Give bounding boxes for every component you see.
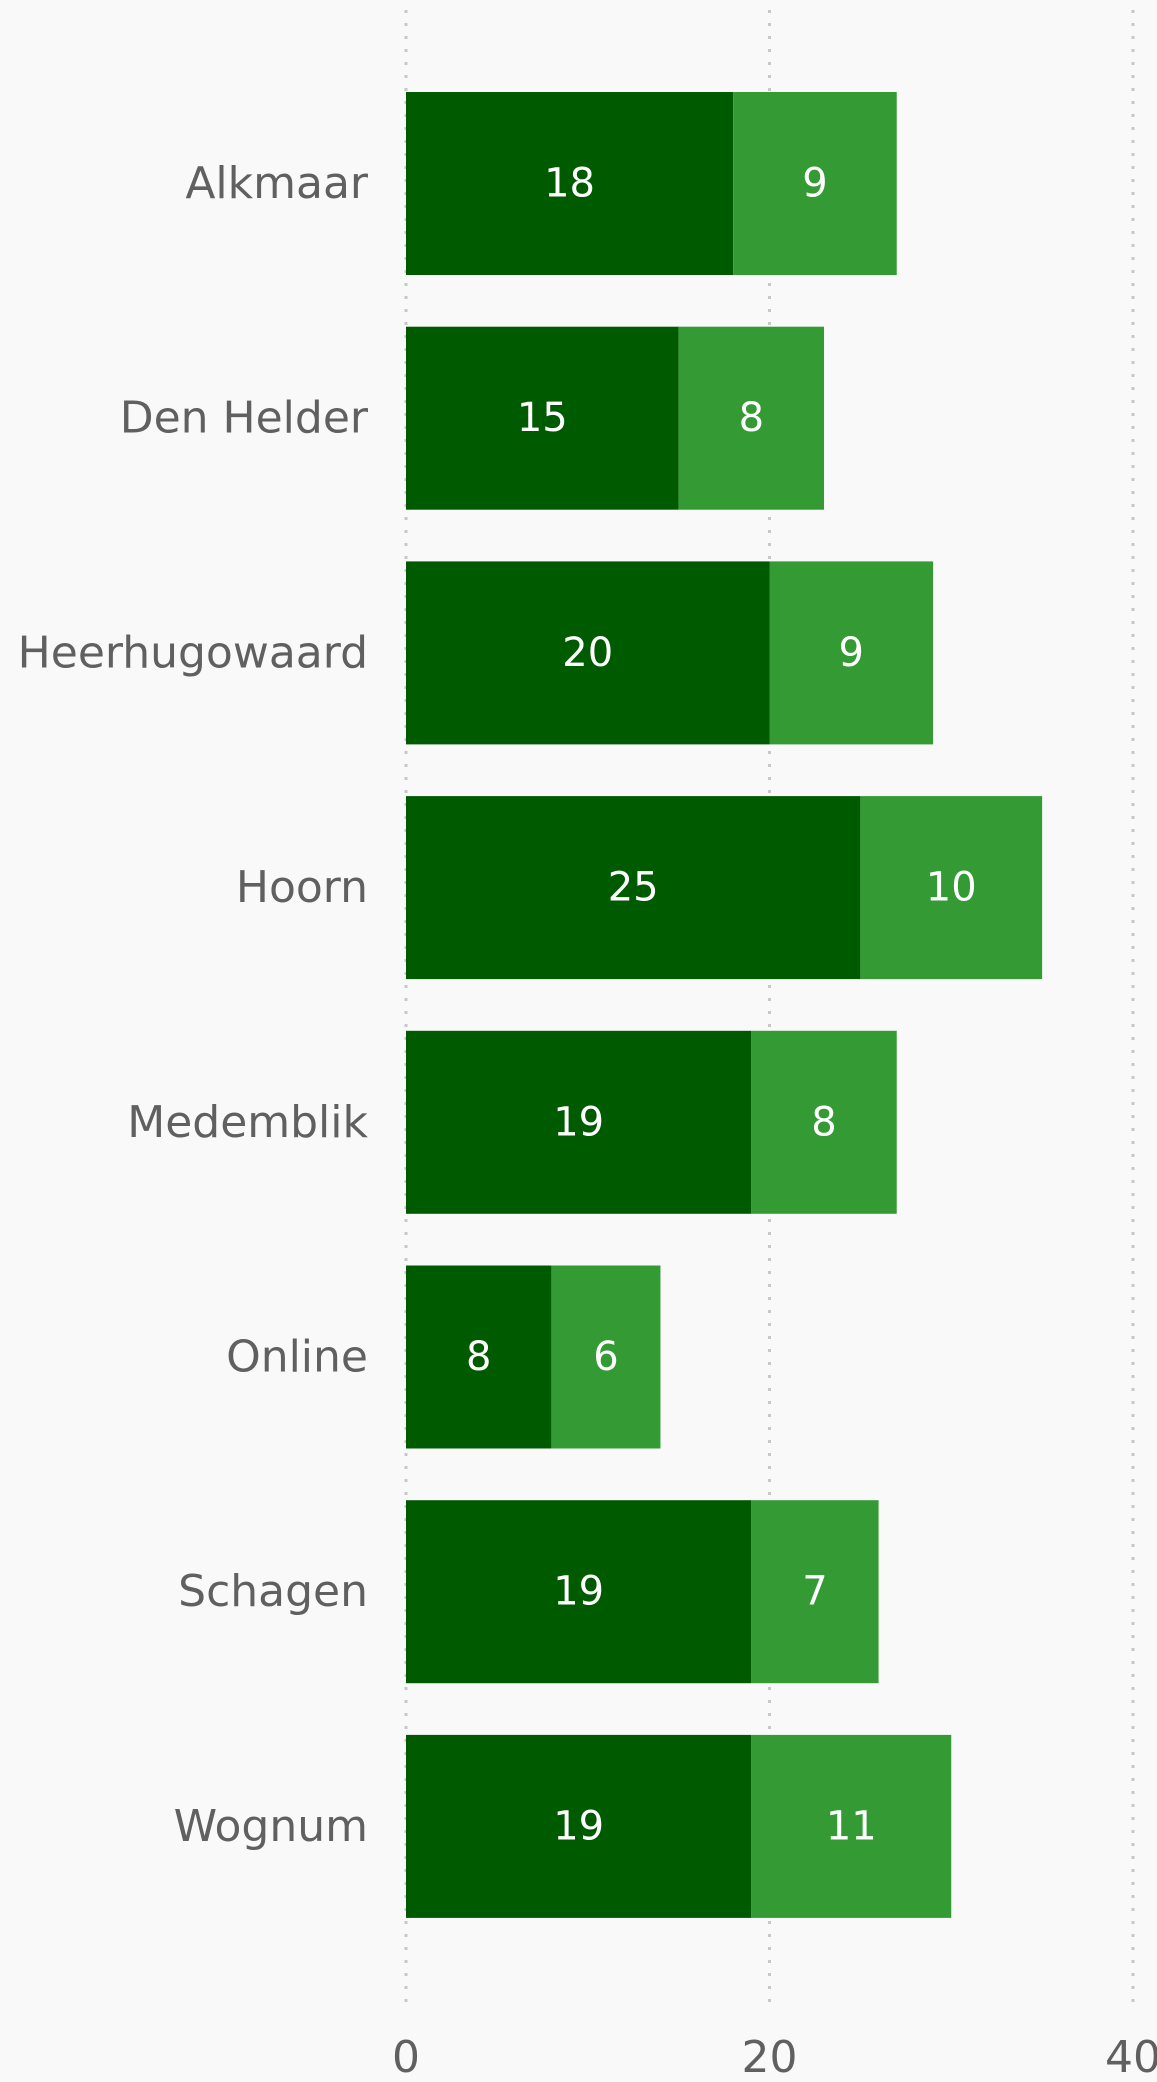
data-label: 18 [544,161,595,207]
data-label: 10 [926,865,977,911]
data-label: 19 [553,1803,604,1849]
data-label: 8 [466,1334,491,1380]
data-label: 8 [811,1099,836,1145]
bar-segment [406,92,734,275]
data-label: 25 [608,865,659,911]
category-label: Schagen [178,1566,368,1617]
x-tick-label: 40 [1105,2032,1157,2082]
category-label: Wognum [174,1801,368,1852]
gridlines [404,10,1135,2010]
data-label: 9 [839,630,864,676]
category-label: Alkmaar [185,158,369,209]
data-label: 20 [562,630,613,676]
x-tick-label: 0 [392,2032,420,2082]
bar-segment [406,326,679,510]
bar-segment [751,1734,952,1918]
bar-segment [406,796,861,980]
category-label: Den Helder [120,393,369,444]
bars [406,92,1043,1918]
bar-segment [551,1265,661,1449]
category-label: Medemblik [127,1097,368,1148]
data-label: 6 [593,1334,618,1380]
data-label: 15 [517,395,568,441]
data-label: 9 [802,161,827,207]
bar-segment [406,1500,752,1684]
x-tick-label: 20 [742,2032,798,2082]
bar-segment [751,1500,879,1684]
category-label: Hoorn [236,862,368,913]
category-label: Heerhugowaard [18,627,368,678]
bar-segment [678,326,825,510]
category-label: Online [226,1332,368,1383]
bar-segment [406,1030,752,1214]
bar-segment [769,561,934,745]
bar-segment [860,796,1043,980]
data-label: 19 [553,1099,604,1145]
bar-segment [751,1030,897,1214]
data-label: 19 [553,1569,604,1615]
data-label: 11 [826,1803,877,1849]
bar-segment [406,561,770,745]
data-label: 7 [802,1569,827,1615]
labels: 0 20 40 Alkmaar 18 9 Den Helder 15 8 Heerhugowaar… [18,158,1157,2082]
bar-segment [733,92,897,275]
bar-segment [406,1734,752,1918]
bar-segment [406,1265,552,1449]
data-label: 8 [739,395,764,441]
